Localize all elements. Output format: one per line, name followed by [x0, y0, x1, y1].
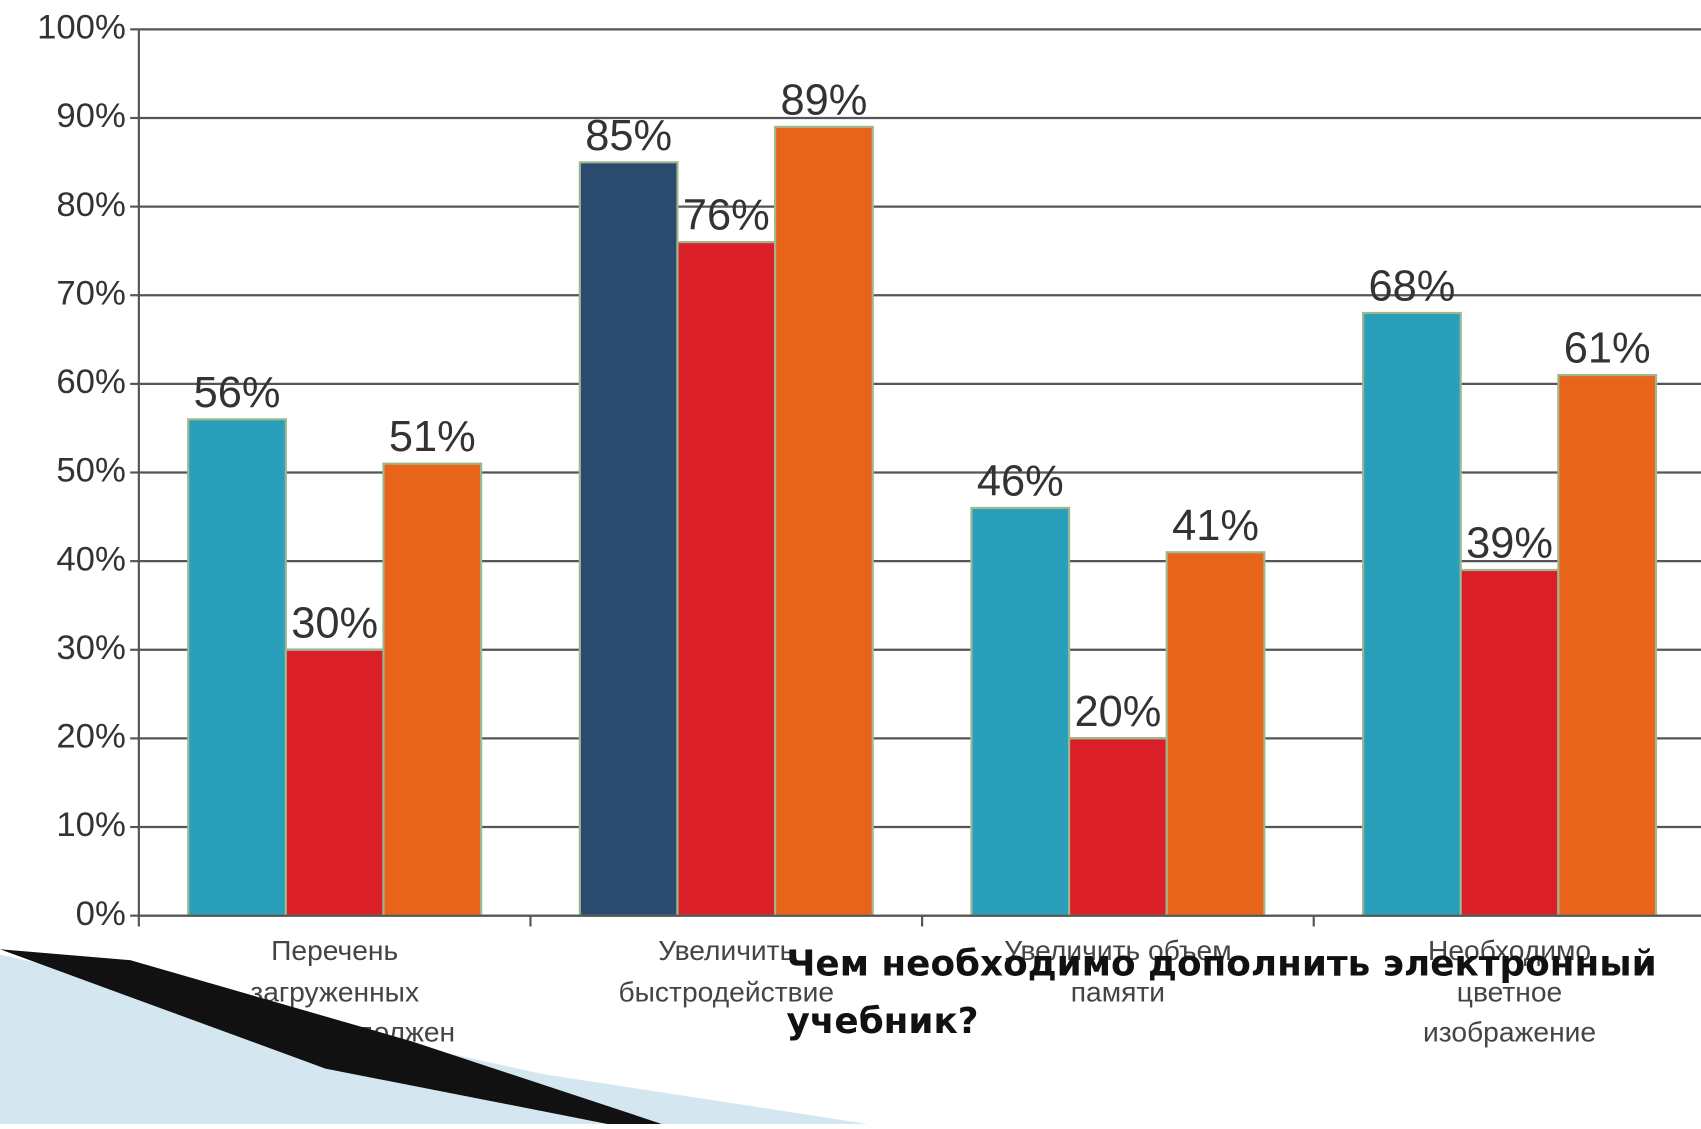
y-tick-label: 0% [76, 895, 126, 933]
y-tick-label: 70% [56, 274, 125, 312]
x-tick-label: Увеличить объем памяти [1004, 934, 1232, 1008]
value-label: 61% [1564, 325, 1651, 373]
decoration [0, 949, 662, 1124]
value-label: 39% [1466, 520, 1553, 568]
bar [1459, 568, 1560, 917]
y-tick-label: 50% [56, 452, 125, 490]
decoration [0, 954, 868, 1124]
y-tick-label: 60% [56, 363, 125, 401]
bar [1165, 551, 1266, 917]
x-tick-label: Увеличить быстродействие [618, 934, 835, 1008]
y-tick-label: 30% [56, 629, 125, 667]
title-box: Чем необходимо дополнить электронный уче… [786, 941, 1657, 1042]
value-label: 30% [291, 599, 378, 647]
value-label: 51% [389, 413, 476, 461]
y-tick-label: 100% [37, 9, 126, 47]
x-label-box: Увеличить быстродействие [618, 934, 835, 1008]
value-label: 85% [585, 112, 672, 160]
bar [578, 161, 679, 917]
bar [676, 240, 777, 917]
y-tick-label: 40% [56, 540, 125, 578]
x-tick-label: Необходимо цветное изображение [1422, 934, 1597, 1049]
value-label: 68% [1368, 263, 1455, 311]
y-tick-label: 10% [56, 806, 125, 844]
value-label: 46% [977, 458, 1064, 506]
x-label-box: Необходимо цветное изображение [1422, 934, 1597, 1049]
bar [774, 125, 874, 917]
value-label: 76% [683, 192, 770, 240]
bar [970, 506, 1071, 917]
y-tick-label: 90% [56, 97, 125, 135]
value-label: 56% [194, 369, 281, 417]
bar [382, 462, 483, 917]
value-label: 89% [781, 76, 868, 124]
value-label: 20% [1074, 688, 1161, 736]
y-tick-label: 80% [56, 186, 125, 224]
bar [284, 648, 385, 917]
y-tick-label: 20% [56, 718, 125, 756]
x-label-box: Увеличить объем памяти [1004, 934, 1232, 1008]
value-label: 41% [1172, 502, 1259, 550]
chart-title: Чем необходимо дополнить электронный уче… [786, 941, 1657, 1042]
bar [187, 418, 287, 917]
bar [1361, 311, 1462, 917]
bar [1557, 373, 1658, 917]
bar [1068, 737, 1168, 917]
